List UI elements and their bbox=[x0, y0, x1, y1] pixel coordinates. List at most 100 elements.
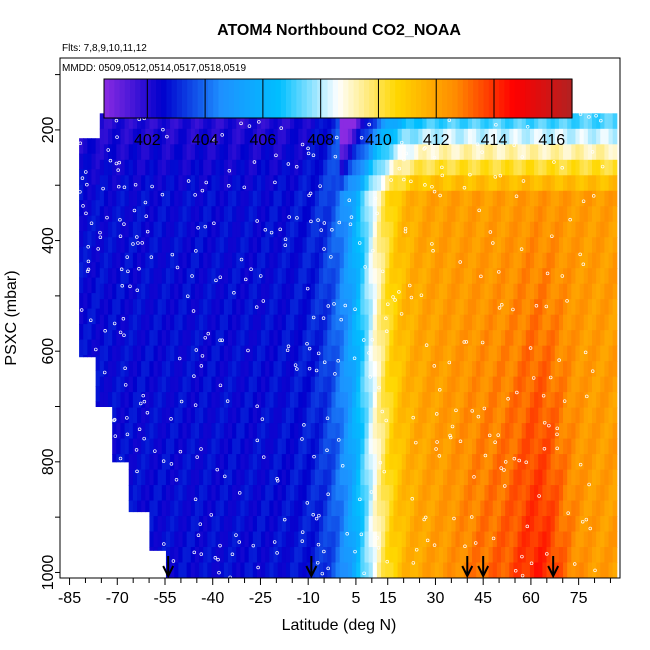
heatmap-cell bbox=[215, 299, 221, 316]
heatmap-cell bbox=[418, 144, 423, 161]
heatmap-cell bbox=[405, 237, 411, 254]
heatmap-cell bbox=[604, 361, 610, 378]
heatmap-cell bbox=[290, 159, 295, 176]
heatmap-cell bbox=[389, 547, 394, 564]
heatmap-cell bbox=[496, 547, 502, 564]
heatmap-cell bbox=[248, 237, 254, 254]
sample-point bbox=[593, 568, 597, 573]
heatmap-cell bbox=[327, 361, 332, 378]
heatmap-cell bbox=[178, 175, 183, 192]
sample-point bbox=[581, 199, 586, 203]
heatmap-cell bbox=[124, 190, 130, 207]
heatmap-cell bbox=[376, 485, 382, 502]
sample-point bbox=[321, 316, 326, 320]
heatmap-cell bbox=[492, 547, 498, 564]
heatmap-cell bbox=[517, 562, 523, 578]
heatmap-cell bbox=[501, 376, 506, 393]
heatmap-cell bbox=[211, 376, 217, 393]
heatmap-cell bbox=[252, 454, 258, 471]
heatmap-cell bbox=[219, 268, 225, 285]
heatmap-cell bbox=[381, 547, 386, 564]
heatmap-cell bbox=[430, 531, 436, 548]
heatmap-cell bbox=[505, 469, 510, 486]
sample-point bbox=[258, 274, 263, 278]
sample-point bbox=[529, 561, 534, 566]
heatmap-cell bbox=[451, 299, 456, 316]
heatmap-cell bbox=[596, 485, 601, 502]
sample-point bbox=[86, 267, 91, 272]
heatmap-cell bbox=[265, 454, 270, 471]
heatmap-cell bbox=[124, 175, 130, 192]
heatmap-cell bbox=[505, 128, 510, 145]
heatmap-cell bbox=[145, 268, 150, 285]
heatmap-cell bbox=[228, 500, 233, 517]
heatmap-cell bbox=[389, 159, 394, 176]
heatmap-cell bbox=[199, 144, 204, 161]
heatmap-cell bbox=[327, 159, 332, 176]
heatmap-cell bbox=[529, 531, 535, 548]
heatmap-cell bbox=[331, 454, 337, 471]
colorbar-segment bbox=[254, 79, 261, 118]
heatmap-cell bbox=[240, 392, 246, 409]
sample-point bbox=[447, 118, 452, 122]
heatmap-cell bbox=[414, 206, 419, 223]
heatmap-cell bbox=[240, 423, 246, 440]
heatmap-cell bbox=[426, 438, 432, 455]
heatmap-cell bbox=[600, 252, 605, 269]
sample-point bbox=[174, 478, 179, 482]
heatmap-cell bbox=[381, 531, 386, 548]
heatmap-cell bbox=[542, 423, 547, 440]
heatmap-cell bbox=[575, 283, 581, 300]
heatmap-cell bbox=[372, 392, 378, 409]
heatmap-cell bbox=[397, 469, 403, 486]
heatmap-cell bbox=[509, 516, 514, 533]
heatmap-cell bbox=[149, 500, 155, 517]
heatmap-cell bbox=[261, 516, 266, 533]
heatmap-cell bbox=[517, 221, 523, 238]
heatmap-cell bbox=[447, 562, 452, 578]
heatmap-cell bbox=[352, 500, 357, 517]
heatmap-cell bbox=[327, 206, 332, 223]
heatmap-cell bbox=[124, 221, 130, 238]
heatmap-cell bbox=[223, 438, 229, 455]
sample-point bbox=[590, 369, 595, 373]
heatmap-cell bbox=[352, 454, 357, 471]
heatmap-cell bbox=[165, 113, 171, 130]
heatmap-cell bbox=[521, 314, 527, 331]
heatmap-cell bbox=[128, 206, 134, 223]
heatmap-cell bbox=[592, 392, 597, 409]
heatmap-cell bbox=[331, 175, 337, 192]
heatmap-cell bbox=[232, 547, 237, 564]
heatmap-cell bbox=[306, 485, 312, 502]
heatmap-cell bbox=[211, 283, 217, 300]
heatmap-cell bbox=[211, 299, 217, 316]
heatmap-cell bbox=[550, 314, 556, 331]
heatmap-cell bbox=[157, 361, 163, 378]
heatmap-cell bbox=[360, 361, 365, 378]
heatmap-cell bbox=[410, 237, 415, 254]
heatmap-cell bbox=[505, 500, 510, 517]
heatmap-cell bbox=[438, 438, 444, 455]
sample-point bbox=[483, 453, 488, 458]
heatmap-cell bbox=[360, 206, 365, 223]
heatmap-cell bbox=[83, 308, 88, 325]
heatmap-cell bbox=[302, 128, 308, 145]
heatmap-cell bbox=[87, 277, 92, 294]
heatmap-cell bbox=[116, 113, 121, 130]
heatmap-cell bbox=[467, 144, 473, 161]
heatmap-cell bbox=[513, 562, 519, 578]
heatmap-cell bbox=[87, 200, 92, 217]
heatmap-cell bbox=[575, 345, 581, 362]
heatmap-cell bbox=[174, 376, 179, 393]
heatmap-cell bbox=[521, 268, 527, 285]
heatmap-cell bbox=[376, 314, 382, 331]
heatmap-cell bbox=[525, 190, 531, 207]
heatmap-cell bbox=[451, 562, 456, 578]
heatmap-cell bbox=[153, 407, 159, 424]
heatmap-cell bbox=[137, 221, 142, 238]
heatmap-cell bbox=[579, 237, 585, 254]
heatmap-cell bbox=[207, 206, 212, 223]
heatmap-cell bbox=[83, 293, 88, 310]
heatmap-cell bbox=[244, 190, 250, 207]
heatmap-cell bbox=[108, 376, 113, 393]
